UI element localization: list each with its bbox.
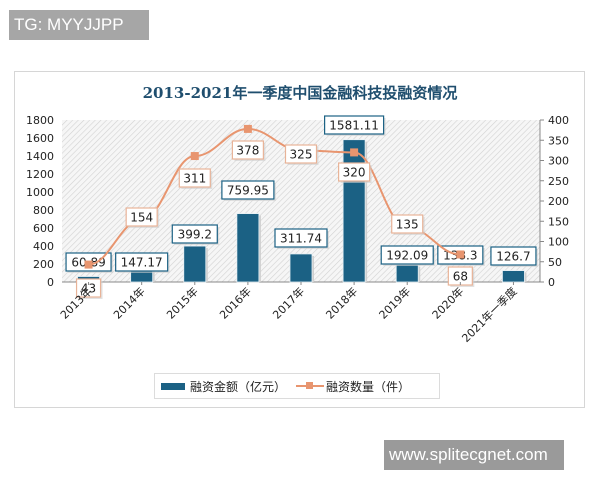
legend-bar-swatch <box>161 383 185 390</box>
watermark-bottom: www.splitecgnet.com <box>384 440 564 470</box>
bar-labels: 60.89147.17399.2759.95311.741581.11192.0… <box>65 115 538 273</box>
right-axis-tick: 150 <box>548 215 569 228</box>
left-axis-tick: 200 <box>33 258 54 271</box>
right-axis: 0 50 100 150 200 250 300 350 400 <box>540 114 569 289</box>
line-marker <box>84 260 93 269</box>
line-value-label-text: 135 <box>396 218 419 232</box>
line-marker <box>243 124 252 133</box>
right-axis-tick: 400 <box>548 114 569 127</box>
right-axis-tick: 100 <box>548 236 569 249</box>
bar-value-label-text: 192.09 <box>386 249 428 263</box>
line-value-label-text: 43 <box>81 282 96 296</box>
bar-value-label-text: 147.17 <box>121 256 163 270</box>
left-axis-tick: 1200 <box>26 168 54 181</box>
bar-value-label-text: 759.95 <box>227 184 269 198</box>
line-value-label-text: 311 <box>183 172 206 186</box>
line-value-label <box>178 168 211 188</box>
bar-value-label-text: 311.74 <box>280 232 322 246</box>
line-value-label <box>338 162 371 182</box>
left-axis-tick: 1000 <box>26 186 54 199</box>
legend-label-amount: 融资金额（亿元） <box>190 379 286 394</box>
bar <box>395 264 419 283</box>
line-value-label <box>75 278 102 298</box>
bar <box>183 245 207 283</box>
bar <box>236 213 260 283</box>
bar-value-label-text: 126.7 <box>496 250 530 264</box>
line-value-label-text: 320 <box>343 166 366 180</box>
line-value-label <box>391 214 424 234</box>
line-marker <box>456 250 465 259</box>
bar-value-label <box>380 245 434 265</box>
line-value-label-text: 68 <box>453 270 468 284</box>
left-axis-tick: 1400 <box>26 150 54 163</box>
bar-value-label <box>221 180 275 200</box>
bar-value-label <box>324 115 385 135</box>
legend: 融资金额（亿元） 融资数量（件） <box>154 373 440 399</box>
line-value-label-text: 325 <box>290 148 313 162</box>
line-value-label <box>284 144 318 164</box>
bar-value-label <box>274 228 328 248</box>
left-axis-tick: 600 <box>33 222 54 235</box>
left-axis-tick: 800 <box>33 204 54 217</box>
line-value-label-text: 154 <box>130 211 153 225</box>
right-axis-tick: 350 <box>548 134 569 147</box>
right-axis-tick: 0 <box>548 276 555 289</box>
line-value-label <box>231 140 264 160</box>
line-value-label-text: 378 <box>236 144 259 158</box>
bar <box>342 139 366 283</box>
legend-label-count: 融资数量（件） <box>326 379 410 394</box>
left-axis-tick: 1800 <box>26 114 54 127</box>
right-axis-tick: 300 <box>548 155 569 168</box>
bar-value-label-text: 1581.11 <box>329 119 379 133</box>
bar-value-label <box>490 246 537 266</box>
bar-value-label <box>171 224 218 244</box>
watermark-top: TG: MYYJJPP <box>9 10 149 40</box>
bar <box>289 253 313 283</box>
right-axis-tick: 50 <box>548 256 562 269</box>
line-value-label <box>125 207 158 227</box>
bar <box>502 270 525 283</box>
chart-title: 2013-2021年一季度中国金融科技投融资情况 <box>143 84 458 102</box>
line-marker <box>350 148 359 157</box>
left-axis: 0 200 400 600 800 1000 1200 1400 1600 1800 <box>26 114 54 289</box>
bar-value-label-text: 399.2 <box>178 228 212 242</box>
bar-value-label <box>115 252 169 272</box>
line-marker <box>190 152 199 161</box>
left-axis-tick: 400 <box>33 240 54 253</box>
right-axis-tick: 250 <box>548 175 569 188</box>
right-axis-tick: 200 <box>548 195 569 208</box>
left-axis-tick: 1600 <box>26 132 54 145</box>
left-axis-tick: 0 <box>47 276 54 289</box>
line-labels: 43 154 311 378 325 320 135 68 <box>75 140 475 299</box>
